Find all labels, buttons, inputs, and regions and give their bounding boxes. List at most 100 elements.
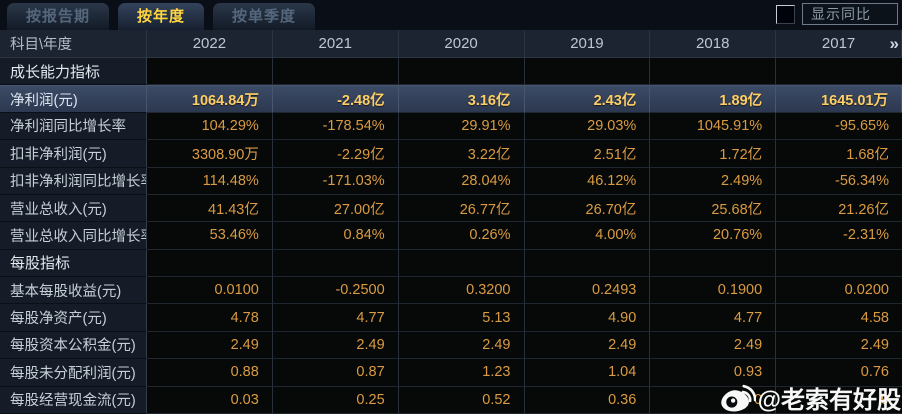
cell-value: 29.03%	[524, 112, 651, 141]
row-label: 每股未分配利润(元)	[0, 359, 147, 387]
tab-by-report-period[interactable]: 按报告期	[7, 3, 110, 30]
cell-value: 26.70亿	[524, 194, 651, 223]
row-label: 营业总收入(元)	[0, 194, 147, 223]
row-label: 营业总收入同比增长率	[0, 222, 147, 250]
cell-value	[650, 58, 777, 86]
row-label: 基本每股收益(元)	[0, 277, 147, 305]
cell-value	[398, 249, 525, 277]
section-row[interactable]: 每股指标	[0, 249, 902, 277]
cell-value: 4.00%	[524, 222, 651, 250]
cell-value: 3.22亿	[398, 140, 525, 168]
cell-value: 0.87	[272, 359, 399, 387]
cell-value: 0.2493	[524, 277, 651, 305]
table-header-row: 科目\年度 2022 2021 2020 2019 2018 2017 »	[0, 30, 902, 58]
cell-value: 2.49	[776, 331, 902, 360]
show-yoy-label[interactable]: 显示同比	[802, 3, 898, 25]
row-label: 净利润同比增长率	[0, 112, 147, 141]
period-tabbar: 按报告期 按年度 按单季度 显示同比	[0, 0, 902, 30]
tab-by-single-quarter[interactable]: 按单季度	[213, 3, 316, 30]
year-header-2017[interactable]: 2017	[776, 30, 902, 58]
more-years-button[interactable]: »	[889, 34, 900, 53]
cell-value: 1.68亿	[776, 140, 902, 168]
cell-value: 0.03	[147, 386, 273, 414]
year-header-2021[interactable]: 2021	[272, 30, 399, 58]
cell-value: -178.54%	[272, 112, 399, 141]
cell-value: 25.68亿	[650, 194, 777, 223]
cell-value	[272, 58, 399, 86]
cell-value: 0.36	[524, 386, 651, 414]
cell-value: 1045.91%	[650, 112, 777, 141]
cell-value: 104.29%	[147, 112, 273, 141]
cell-value: 2.49	[147, 331, 273, 360]
tab-by-year[interactable]: 按年度	[118, 3, 205, 30]
table-row[interactable]: 扣非净利润(元) 3308.90万 -2.29亿 3.22亿 2.51亿 1.72亿 1.6…	[0, 140, 902, 168]
row-label: 每股指标	[0, 249, 147, 277]
cell-value: 0.76	[776, 359, 902, 387]
cell-value: -2.31%	[776, 222, 902, 250]
table-row[interactable]: 基本每股收益(元) 0.0100 -0.2500 0.3200 0.2493 0.1900…	[0, 277, 902, 305]
cell-value: 0.84%	[272, 222, 399, 250]
row-label: 扣非净利润(元)	[0, 140, 147, 168]
cell-value: 0.88	[147, 359, 273, 387]
cell-value: 4.77	[272, 304, 399, 332]
cell-value	[147, 58, 273, 86]
year-header-2019[interactable]: 2019	[524, 30, 651, 58]
row-label: 净利润(元)	[0, 85, 147, 113]
cell-value: 114.48%	[147, 167, 273, 195]
table-row[interactable]: 营业总收入(元) 41.43亿 27.00亿 26.77亿 26.70亿 25.68亿 21…	[0, 194, 902, 223]
cell-value: 1645.01万	[776, 85, 902, 113]
cell-value: -56.34%	[776, 167, 902, 195]
cell-value: 1.72亿	[650, 140, 777, 168]
cell-value	[524, 249, 651, 277]
cell-value: 4.78	[147, 304, 273, 332]
table-row[interactable]: 每股未分配利润(元) 0.88 0.87 1.23 1.04 0.93 0.76	[0, 359, 902, 387]
cell-value: 46.12%	[524, 167, 651, 195]
cell-value: 21.26亿	[776, 194, 902, 223]
table-row[interactable]: 扣非净利润同比增长率 114.48% -171.03% 28.04% 46.12% 2.4…	[0, 167, 902, 195]
cell-value: 0.25	[272, 386, 399, 414]
cell-value: 2.49	[650, 331, 777, 360]
cell-value: 53.46%	[147, 222, 273, 250]
row-label: 每股净资产(元)	[0, 304, 147, 332]
cell-value: 0.1900	[650, 277, 777, 305]
table-row[interactable]: 每股净资产(元) 4.78 4.77 5.13 4.90 4.77 4.58	[0, 304, 902, 332]
yoy-controls: 显示同比	[776, 3, 898, 25]
row-label: 每股经营现金流(元)	[0, 386, 147, 414]
cell-value: 3308.90万	[147, 140, 273, 168]
table-row[interactable]: 营业总收入同比增长率 53.46% 0.84% 0.26% 4.00% 20.76% -2.…	[0, 222, 902, 250]
cell-value: -2.29亿	[272, 140, 399, 168]
cell-value: 28.04%	[398, 167, 525, 195]
table-row[interactable]: 净利润(元) 1064.84万 -2.48亿 3.16亿 2.43亿 1.89亿 1645.…	[0, 85, 902, 113]
cell-value	[272, 249, 399, 277]
year-header-2022[interactable]: 2022	[147, 30, 273, 58]
year-header-2018[interactable]: 2018	[650, 30, 777, 58]
cell-value: 2.51亿	[524, 140, 651, 168]
cell-value: 2.43亿	[524, 85, 651, 113]
section-row[interactable]: 成长能力指标	[0, 58, 902, 86]
year-header-2020[interactable]: 2020	[398, 30, 525, 58]
table-row[interactable]: 净利润同比增长率 104.29% -178.54% 29.91% 29.03% 1045.…	[0, 112, 902, 141]
cell-value: 4.90	[524, 304, 651, 332]
cell-value: 0.93	[650, 359, 777, 387]
cell-value: -95.65%	[776, 112, 902, 141]
table-row[interactable]: 每股资本公积金(元) 2.49 2.49 2.49 2.49 2.49 2.49	[0, 331, 902, 360]
cell-value: 4.77	[650, 304, 777, 332]
cell-value: 0.0200	[776, 277, 902, 305]
row-label: 成长能力指标	[0, 58, 147, 86]
cell-value	[147, 249, 273, 277]
cell-value	[524, 58, 651, 86]
cell-value: 0.52	[398, 386, 525, 414]
table-row[interactable]: 每股经营现金流(元) 0.03 0.25 0.52 0.36 0 9	[0, 386, 902, 414]
cell-value: 20.76%	[650, 222, 777, 250]
row-label: 扣非净利润同比增长率	[0, 167, 147, 195]
cell-value: 1.04	[524, 359, 651, 387]
cell-value: 1.89亿	[650, 85, 777, 113]
cell-value: 2.49	[272, 331, 399, 360]
cell-value: 4.58	[776, 304, 902, 332]
show-yoy-checkbox[interactable]	[776, 4, 795, 24]
cell-value	[776, 58, 902, 86]
cell-value: 9	[776, 386, 902, 414]
cell-value: 29.91%	[398, 112, 525, 141]
cell-value: -2.48亿	[272, 85, 399, 113]
